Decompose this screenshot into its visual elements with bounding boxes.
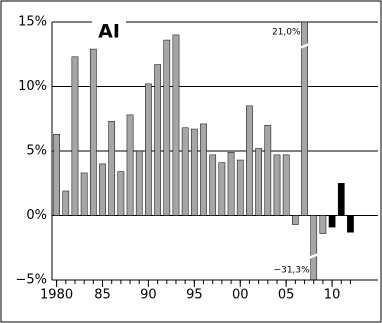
x-tick-label: 05 — [278, 288, 295, 303]
bar — [163, 39, 171, 216]
bar — [218, 162, 226, 216]
bar — [71, 56, 79, 216]
bar — [301, 21, 308, 216]
bar — [227, 152, 235, 216]
bar — [80, 172, 88, 216]
x-tick-label: 90 — [140, 288, 157, 303]
bar — [246, 105, 253, 216]
value-label: −31,3% — [274, 266, 311, 276]
bar — [89, 48, 97, 216]
bar — [126, 114, 134, 216]
axis-break — [299, 42, 310, 50]
x-tick-label: 95 — [186, 288, 203, 303]
axis-break — [308, 252, 320, 260]
bar — [273, 154, 281, 216]
x-tick-label: 10 — [324, 288, 341, 303]
x-tick-label: 1980 — [40, 288, 73, 303]
bar — [172, 34, 180, 216]
bar — [282, 154, 290, 216]
bar — [117, 171, 125, 216]
bar — [62, 190, 70, 216]
y-tick-label: 0% — [26, 208, 47, 223]
x-tick-label: 00 — [232, 288, 249, 303]
bar — [236, 159, 244, 216]
y-tick-label: 5% — [26, 144, 47, 159]
bar — [310, 215, 318, 281]
bar — [292, 215, 299, 225]
y-tick-label: 10% — [18, 79, 47, 94]
bar — [319, 215, 327, 234]
bar — [190, 128, 198, 216]
y-tick-label: −5% — [15, 273, 47, 288]
bar — [255, 148, 262, 216]
bar — [347, 215, 354, 233]
bar — [108, 121, 116, 216]
bar — [181, 127, 189, 216]
y-tick-label: 15% — [18, 15, 47, 30]
bar — [328, 215, 336, 228]
bar — [200, 123, 207, 216]
bar — [99, 163, 106, 216]
bar — [145, 83, 152, 216]
title-bg — [92, 10, 126, 34]
bar — [337, 183, 345, 216]
value-label: 21,0% — [272, 28, 301, 38]
x-tick-label: 85 — [94, 288, 111, 303]
bar — [135, 150, 143, 216]
bar — [53, 133, 60, 216]
bar — [154, 64, 161, 216]
chart-title: AI — [98, 21, 120, 43]
bar — [209, 154, 217, 216]
bar — [264, 124, 272, 216]
